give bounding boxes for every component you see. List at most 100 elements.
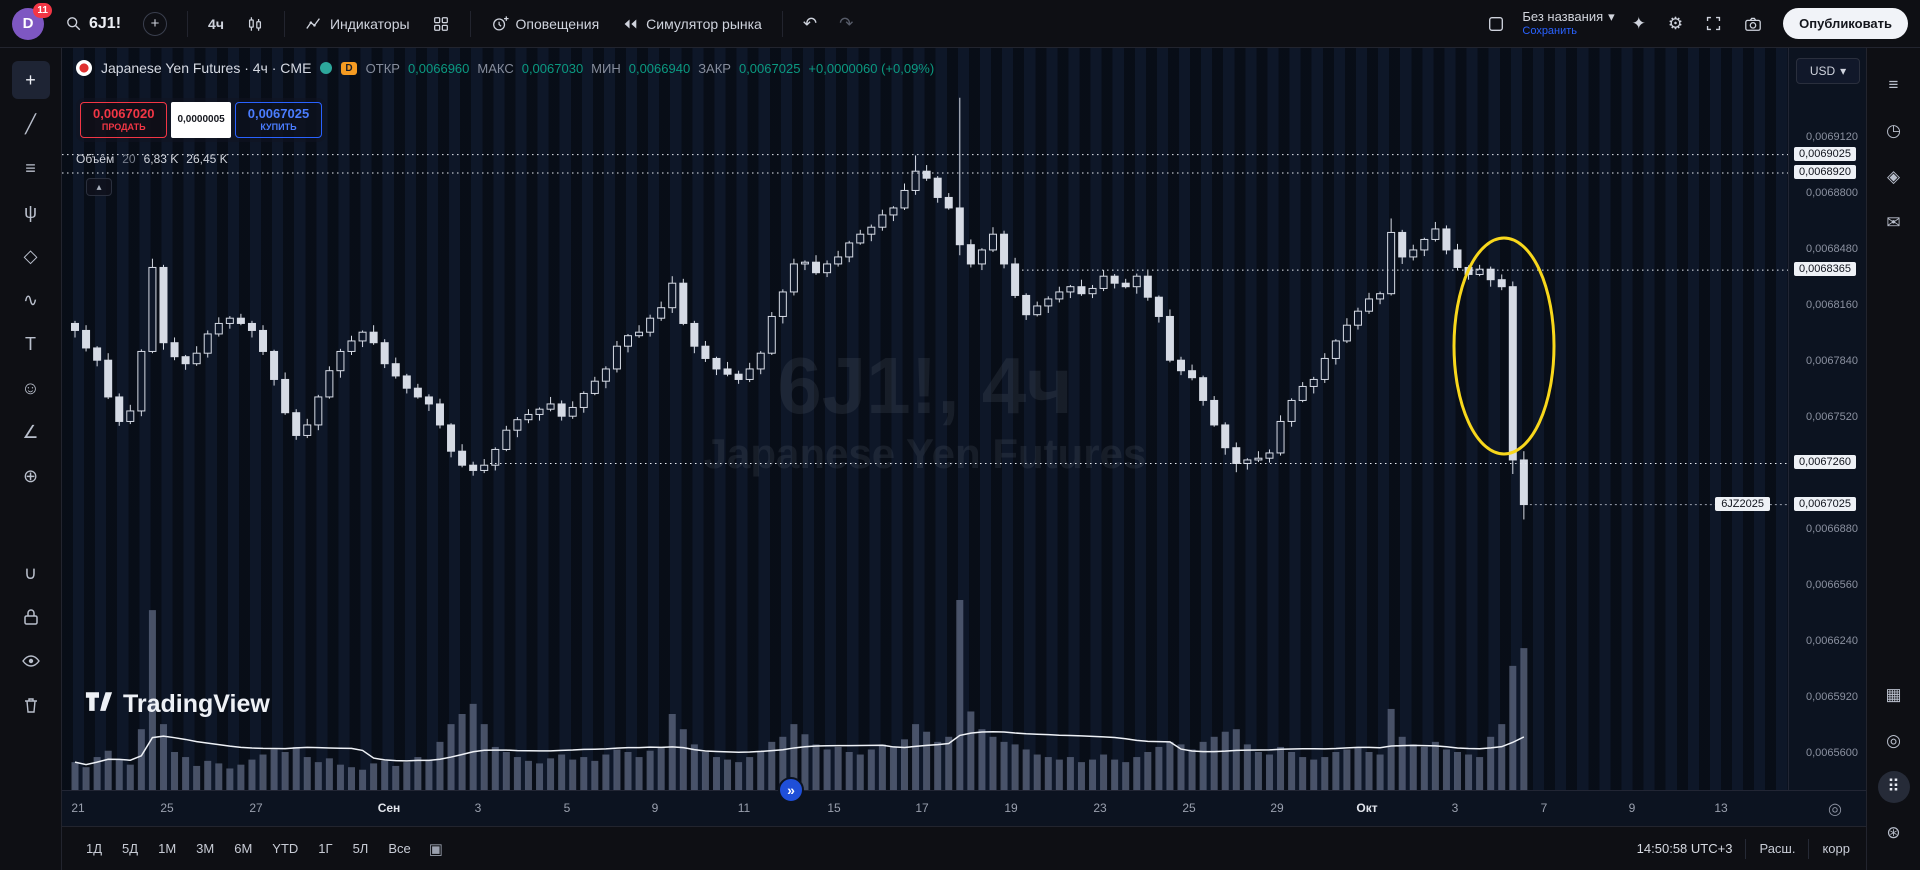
chat-icon[interactable]: ✉ [1886, 213, 1901, 232]
candle-body [590, 380, 599, 394]
time-axis[interactable]: ◎ 21 25 27 Сен 3 5 9 11 15 17 19 23 25 29 Окт 3 7 9 13 [62, 790, 1866, 826]
workspace: + ╱ ≡ ψ ◇ ∿ T ☺ ∠ ⊕ ∪ 6J1!, 4ч Japanese Yen Future… [0, 48, 1920, 870]
range-1М[interactable]: 1М [158, 841, 177, 856]
price-tick: 0,0066880 [1806, 522, 1858, 535]
hotlists-icon[interactable]: ◈ [1886, 167, 1901, 186]
range-6М[interactable]: 6М [234, 841, 253, 856]
volume-bar [1055, 759, 1063, 790]
volume-bar [1365, 752, 1373, 790]
price-axis[interactable]: USD ▾ 0,0069120 0,0068800 0,0068480 0,00681… [1788, 48, 1866, 790]
candle-body [657, 307, 666, 319]
indicators-button[interactable]: Индикаторы [296, 8, 419, 40]
range-Все[interactable]: Все [388, 841, 411, 856]
avatar[interactable]: D 11 [12, 2, 52, 40]
volume-bar [1398, 736, 1406, 790]
collapse-panel-button[interactable]: ▴ [86, 178, 112, 196]
sell-button[interactable]: 0,0067020 ПРОДАТЬ [80, 102, 168, 138]
extended-hours-toggle[interactable]: Расш. [1759, 841, 1796, 856]
goto-date-button[interactable]: ▣ [428, 840, 443, 858]
time-label: 5 [563, 801, 571, 815]
symbol-search-button[interactable]: 6J1! [56, 8, 130, 40]
currency-selector[interactable]: USD ▾ [1796, 58, 1860, 84]
continuous-contract-toggle[interactable] [320, 62, 333, 74]
volume-bar [1431, 741, 1439, 790]
interval-button[interactable]: 4ч [199, 9, 233, 39]
pitchfork-tool[interactable]: ψ [24, 201, 37, 222]
replay-button[interactable]: Симулятор рынка [612, 8, 771, 40]
annotation-ellipse[interactable] [1452, 236, 1556, 456]
community-icon[interactable]: ⊛ [1886, 823, 1901, 842]
measure-tool[interactable]: ∠ [22, 421, 39, 442]
calendar-icon[interactable]: ▦ [1885, 685, 1902, 704]
volume-bar [1033, 754, 1041, 790]
volume-bar [1498, 724, 1506, 790]
layout-select-button[interactable] [1478, 8, 1514, 40]
chart-canvas[interactable]: 6J1!, 4ч Japanese Yen Futures Japanese Y… [62, 48, 1788, 790]
emoji-tool[interactable]: ☺ [21, 377, 40, 398]
zoom-in-tool[interactable]: ⊕ [22, 465, 39, 486]
price-tick: 0,0067520 [1806, 410, 1858, 423]
fib-retracement-tool[interactable]: ≡ [25, 157, 36, 178]
candle-body [701, 345, 710, 359]
tradingview-logo[interactable]: TradingView [84, 689, 270, 720]
settings-button[interactable]: ⚙ [1659, 8, 1692, 39]
volume-bar [1487, 736, 1495, 790]
volume-bar [370, 763, 378, 790]
clock[interactable]: 14:50:58 UTC+3 [1636, 841, 1733, 856]
brush-tool[interactable]: ∿ [22, 289, 39, 310]
candle-body [568, 406, 577, 417]
candle-body [1121, 282, 1130, 288]
publish-button[interactable]: Опубликовать [1783, 8, 1908, 39]
candle-body [867, 226, 876, 235]
lock-drawings-tool[interactable] [12, 598, 50, 636]
pattern-tool[interactable]: ◇ [23, 245, 38, 266]
range-1Г[interactable]: 1Г [318, 841, 333, 856]
candle-body [247, 322, 256, 331]
watchlist-icon[interactable]: ≡ [1888, 75, 1899, 94]
screenshot-button[interactable] [1735, 8, 1771, 40]
adjust-toggle[interactable]: корр [1822, 841, 1850, 856]
layout-title[interactable]: Без названия ▾ Сохранить [1522, 9, 1614, 37]
chart-type-button[interactable] [237, 8, 273, 40]
volume-bar [1177, 744, 1185, 790]
range-1Д[interactable]: 1Д [86, 841, 103, 856]
range-YTD[interactable]: YTD [272, 841, 299, 856]
range-3М[interactable]: 3М [196, 841, 215, 856]
replay-jump-button[interactable]: » [778, 777, 804, 803]
volume-bar [856, 754, 864, 790]
alerts-button[interactable]: Оповещения [482, 8, 609, 40]
fullscreen-button[interactable] [1696, 8, 1731, 39]
volume-bar [956, 600, 964, 790]
save-link[interactable]: Сохранить [1522, 24, 1578, 37]
legend-symbol-title[interactable]: Japanese Yen Futures · 4ч · CME [101, 60, 312, 76]
range-5Д[interactable]: 5Д [122, 841, 139, 856]
quick-actions-button[interactable]: ✦ [1623, 8, 1655, 39]
remove-drawings-tool[interactable] [12, 686, 50, 724]
magnet-mode-tool[interactable]: ∪ [23, 562, 38, 583]
last-price-label: 0,0067025 [1794, 496, 1856, 511]
undo-button[interactable]: ↶ [794, 8, 826, 39]
alerts-panel-icon[interactable]: ◷ [1886, 121, 1901, 140]
redo-button[interactable]: ↷ [830, 8, 862, 39]
notification-badge: 11 [33, 2, 52, 18]
buy-button[interactable]: 0,0067025 КУПИТЬ [234, 102, 323, 138]
text-tool[interactable]: T [25, 333, 36, 354]
range-5Л[interactable]: 5Л [352, 841, 369, 856]
ideas-icon[interactable]: ◎ [1886, 731, 1901, 750]
contract-label: 6JZ2025 [1715, 496, 1770, 511]
avatar-letter: D [22, 15, 34, 32]
axis-settings-icon[interactable]: ◎ [1828, 801, 1842, 818]
volume-indicator-legend[interactable]: Объём 20 6,83 K 26,45 K [76, 152, 228, 166]
volume-bar [580, 757, 588, 790]
layout-grid-button[interactable] [423, 8, 459, 40]
candle-body [1420, 238, 1429, 251]
crosshair-tool[interactable]: + [11, 61, 50, 99]
dividends-badge[interactable]: D [341, 61, 357, 75]
level-price-label: 0,0069025 [1794, 146, 1856, 161]
hide-drawings-tool[interactable] [12, 642, 50, 680]
candle-body [1044, 298, 1053, 307]
candle-body [181, 356, 190, 365]
trend-line-tool[interactable]: ╱ [25, 113, 36, 134]
compare-add-button[interactable]: + [134, 5, 176, 43]
apps-grid-icon[interactable]: ⠿ [1877, 771, 1910, 803]
